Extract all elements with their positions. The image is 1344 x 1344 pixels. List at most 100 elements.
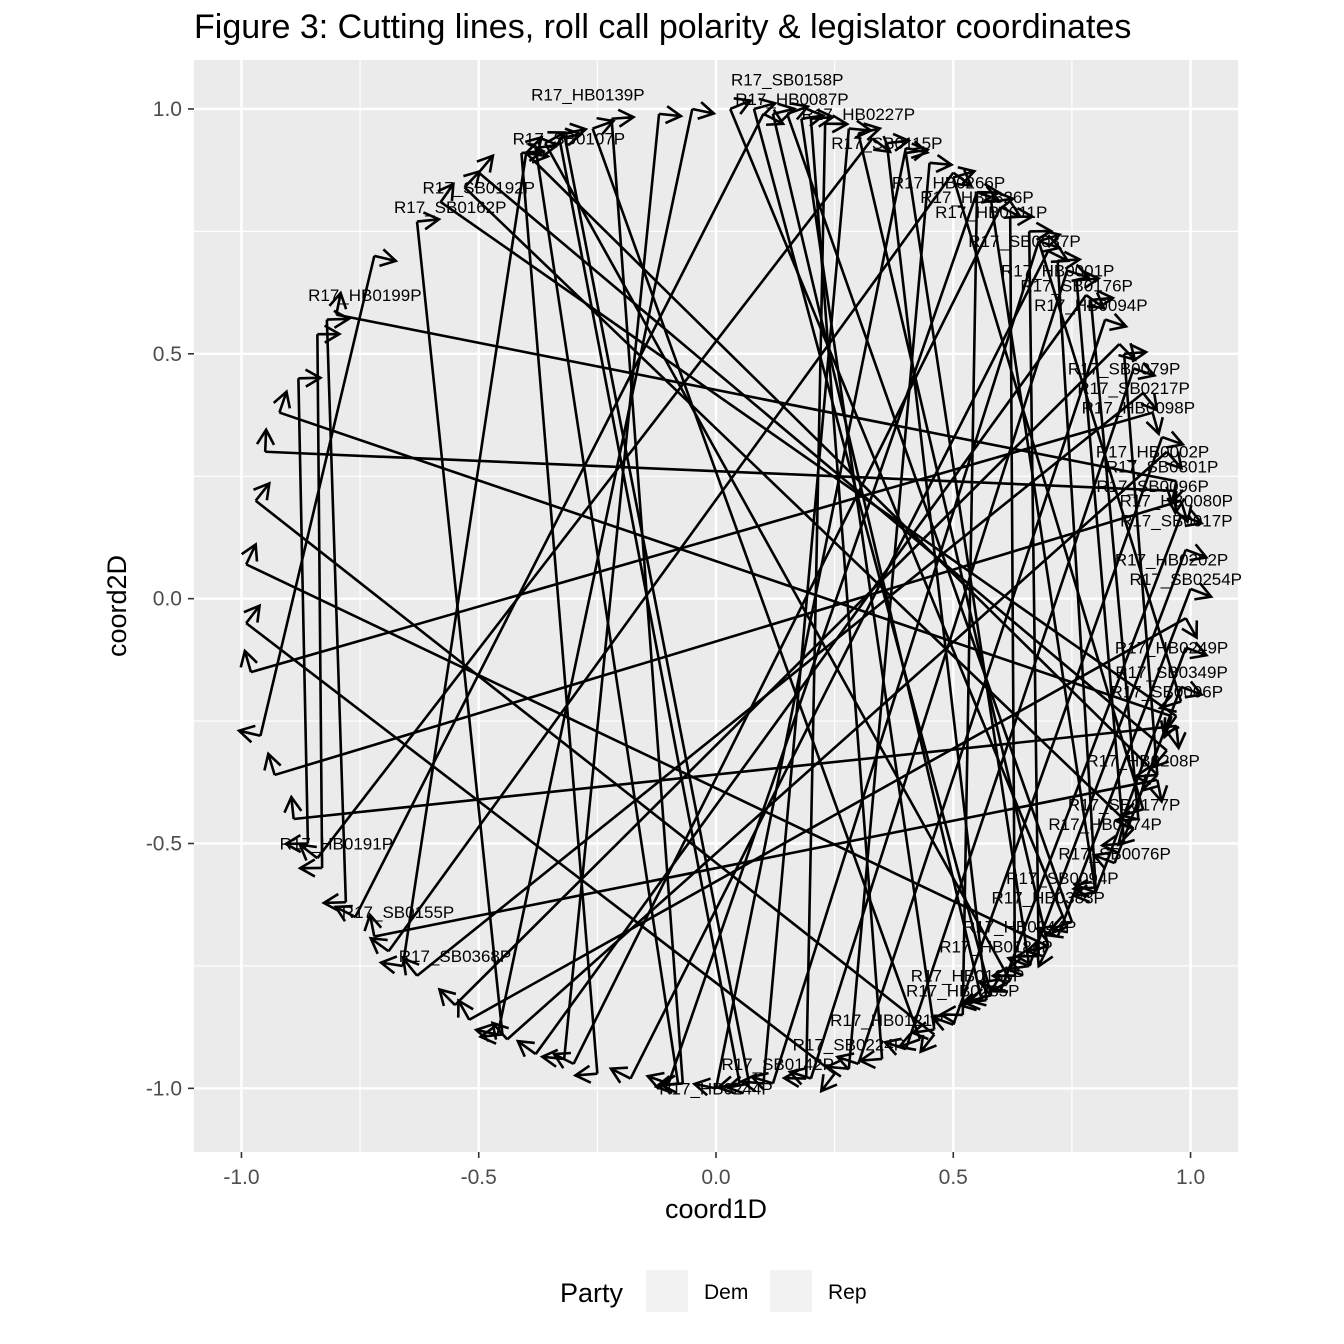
cutting-line <box>667 191 979 1084</box>
cutting-line <box>416 391 1144 977</box>
polarity-arrow <box>1181 617 1199 640</box>
polarity-arrow <box>886 132 912 152</box>
roll-call-label: R17_HB0087P <box>735 90 848 109</box>
roll-call-label: R17_SB0079P <box>1068 360 1180 379</box>
cutting-line <box>387 171 955 952</box>
cutting-line <box>245 622 836 1075</box>
y-axis-title: coord2D <box>102 555 132 657</box>
polarity-arrow <box>490 1021 510 1041</box>
x-axis-title: coord1D <box>665 1194 767 1224</box>
polarity-arrow <box>544 130 567 148</box>
polarity-arrow <box>835 1052 859 1071</box>
roll-call-label: R17_SB0006P <box>1111 683 1223 702</box>
polarity-arrow <box>263 751 282 776</box>
legend-label: Rep <box>828 1281 867 1304</box>
x-axis: -1.0 -0.5 0.0 0.5 1.0 <box>223 1152 1205 1189</box>
polarity-arrow <box>1024 938 1049 958</box>
polarity-arrow <box>658 105 684 125</box>
roll-call-label: R17_SB0177P <box>1068 795 1180 814</box>
polarity-arrow <box>477 1025 503 1045</box>
roll-call-label: R17_HB0080P <box>1120 492 1233 511</box>
cutting-line <box>1094 647 1188 893</box>
x-tick-label: 0.5 <box>939 1166 968 1189</box>
polarity-arrow <box>611 108 637 128</box>
roll-call-label: R17_HB0199P <box>308 286 421 305</box>
polarity-arrow <box>991 191 1016 211</box>
polarity-arrow <box>328 290 348 315</box>
x-tick-label: -0.5 <box>461 1166 497 1189</box>
polarity-arrow <box>988 976 1011 993</box>
cutting-line <box>714 147 908 1089</box>
roll-call-label: R17_SB0301P <box>1106 457 1218 476</box>
polarity-arrow <box>243 603 262 624</box>
cutting-line <box>771 113 984 1001</box>
polarity-arrow <box>239 648 259 673</box>
polarity-arrow <box>1140 392 1159 413</box>
polarity-arrow <box>929 153 955 174</box>
cutting-line <box>762 128 851 1084</box>
y-tick-label: -0.5 <box>146 832 182 855</box>
cutting-line <box>1075 280 1126 844</box>
polarity-arrow <box>476 153 495 174</box>
polarity-arrow <box>1085 291 1107 310</box>
cutting-line <box>961 192 979 1015</box>
polarity-arrow <box>1185 641 1209 660</box>
polarity-arrow <box>255 427 276 452</box>
polarity-arrow <box>563 122 589 142</box>
polarity-arrow <box>551 1051 575 1069</box>
polarity-arrow <box>1091 851 1116 870</box>
cutting-line <box>254 499 936 1036</box>
cutting-line <box>354 113 765 918</box>
roll-call-label: R17_HB0227P <box>802 105 915 124</box>
polarity-arrow <box>1149 779 1169 804</box>
polarity-arrow <box>645 1071 669 1090</box>
polarity-arrow <box>333 904 356 922</box>
roll-call-label: R17_SB0142P <box>721 1055 833 1074</box>
roll-call-label: R17_HB0383P <box>991 888 1104 907</box>
cutting-line <box>1056 260 1097 888</box>
polarity-arrow <box>749 1071 774 1091</box>
roll-call-label: R17_HB0002P <box>1096 443 1209 462</box>
polarity-arrow <box>525 144 551 164</box>
roll-call-label: R17_HB0266P <box>892 173 1005 192</box>
legend-key <box>770 1270 812 1312</box>
polarity-arrow <box>608 1066 632 1084</box>
cutting-line <box>525 152 1159 776</box>
roll-call-label: R17_SB0368P <box>399 947 511 966</box>
polarity-arrow <box>1145 412 1165 437</box>
cutting-line <box>952 436 1164 1026</box>
polarity-arrow <box>326 309 352 329</box>
roll-call-label: R17_HB0208P <box>1086 751 1199 770</box>
cutting-line <box>477 171 1168 752</box>
roll-call-label: R17_SB0155P <box>342 903 454 922</box>
cutting-line <box>999 514 1183 991</box>
polarity-arrow <box>283 834 308 854</box>
roll-call-label: R17_SB0115P <box>831 134 942 153</box>
cutting-line <box>496 108 694 1035</box>
cutting-line <box>904 152 1031 967</box>
polarity-arrow <box>236 724 261 744</box>
cutting-line <box>440 200 1178 718</box>
polarity-arrow <box>1180 509 1205 528</box>
cutting-line <box>325 319 348 903</box>
polarity-arrow <box>909 1021 935 1041</box>
polarity-arrow <box>1116 827 1136 847</box>
polarity-arrow <box>1185 543 1209 562</box>
polarity-arrow <box>753 97 778 117</box>
cutting-line <box>293 724 1177 821</box>
roll-call-label: R17_HB0166P <box>911 967 1024 986</box>
polarity-arrow <box>1180 680 1205 699</box>
cutting-line <box>1113 686 1183 864</box>
polarity-arrow <box>1161 430 1186 449</box>
polarity-arrow <box>368 936 390 955</box>
cutting-line <box>558 138 742 1084</box>
roll-call-label: R17_SB0107P <box>513 129 625 148</box>
polarity-arrow <box>896 1033 921 1052</box>
cutting-line <box>245 563 1049 948</box>
roll-call-label: R17_SB0096P <box>1096 477 1208 496</box>
roll-call-label: R17_HB0249P <box>1115 639 1228 658</box>
legend-label: Dem <box>704 1281 748 1304</box>
cutting-line <box>259 255 376 737</box>
polarity-arrow <box>1071 884 1096 904</box>
